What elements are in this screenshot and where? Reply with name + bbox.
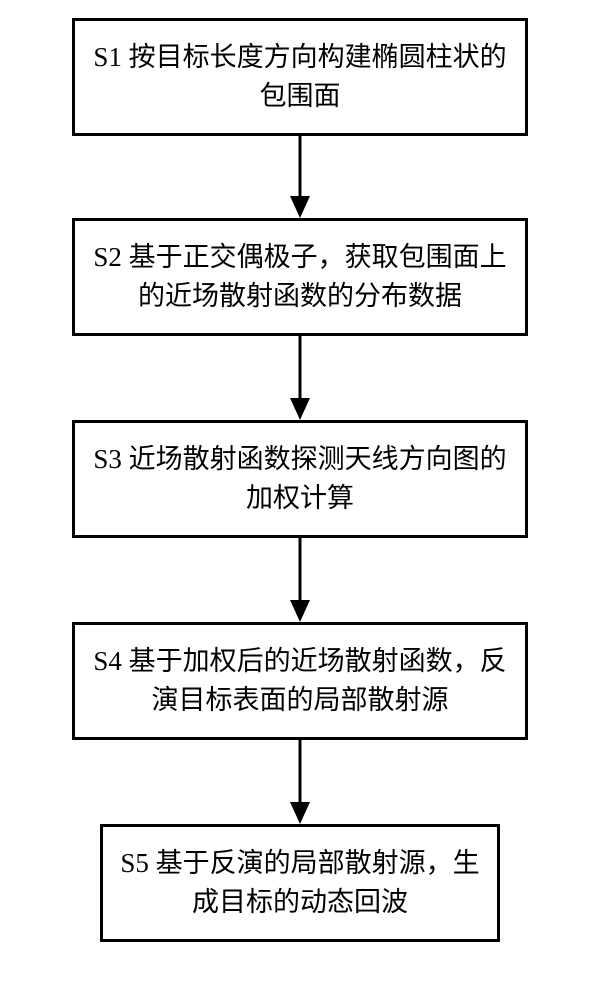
flow-node-label: S1 按目标长度方向构建椭圆柱状的包围面 <box>75 38 525 116</box>
arrow-s4-s5 <box>288 740 312 824</box>
flow-node-label: S2 基于正交偶极子，获取包围面上的近场散射函数的分布数据 <box>75 238 525 316</box>
arrow-s3-s4 <box>288 538 312 622</box>
flow-node-s3: S3 近场散射函数探测天线方向图的加权计算 <box>72 420 528 538</box>
flowchart-container: S1 按目标长度方向构建椭圆柱状的包围面 S2 基于正交偶极子，获取包围面上的近场… <box>0 0 598 1000</box>
flow-node-label: S4 基于加权后的近场散射函数，反演目标表面的局部散射源 <box>75 642 525 720</box>
flow-node-s2: S2 基于正交偶极子，获取包围面上的近场散射函数的分布数据 <box>72 218 528 336</box>
flow-node-s1: S1 按目标长度方向构建椭圆柱状的包围面 <box>72 18 528 136</box>
flow-node-label: S5 基于反演的局部散射源，生成目标的动态回波 <box>103 844 497 922</box>
flow-node-label: S3 近场散射函数探测天线方向图的加权计算 <box>75 440 525 518</box>
arrow-s2-s3 <box>288 336 312 420</box>
flow-node-s4: S4 基于加权后的近场散射函数，反演目标表面的局部散射源 <box>72 622 528 740</box>
flow-node-s5: S5 基于反演的局部散射源，生成目标的动态回波 <box>100 824 500 942</box>
arrow-s1-s2 <box>288 136 312 218</box>
